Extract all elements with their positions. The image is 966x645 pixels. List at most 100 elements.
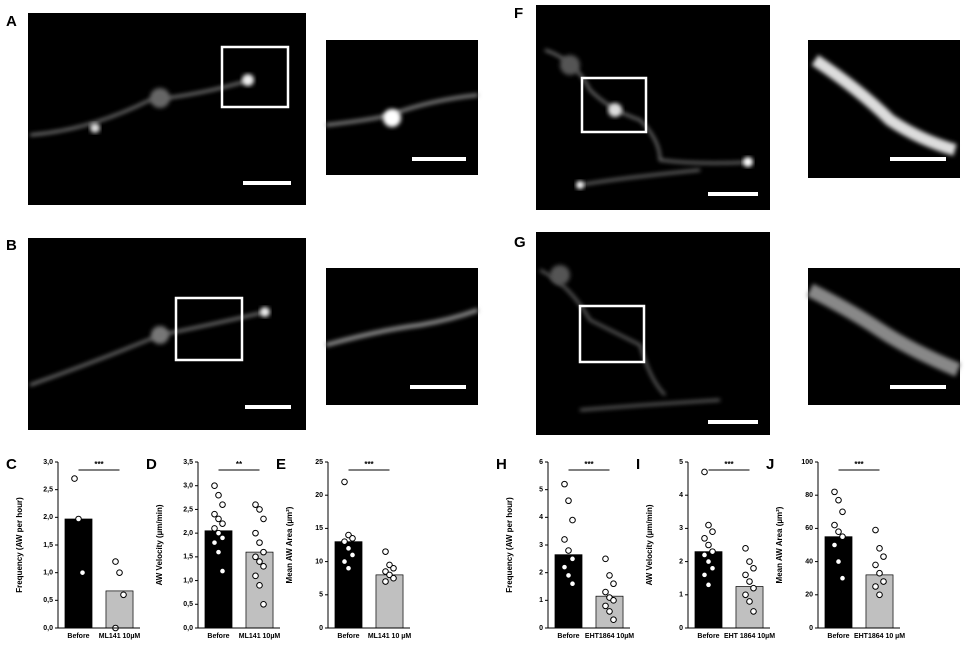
y-tick-label: 80 bbox=[805, 492, 813, 499]
data-point bbox=[215, 529, 222, 537]
bar bbox=[865, 574, 894, 629]
data-point bbox=[256, 558, 263, 565]
significance-label: *** bbox=[724, 460, 734, 469]
data-point bbox=[880, 553, 887, 560]
x-tick-label: EHT1864 10 µM bbox=[854, 633, 905, 640]
panel-label: C bbox=[6, 456, 17, 473]
y-tick-label: 20 bbox=[315, 492, 323, 499]
y-tick-label: 0 bbox=[539, 625, 543, 632]
y-tick-label: 15 bbox=[315, 525, 323, 532]
inset-a bbox=[325, 40, 479, 175]
data-point bbox=[252, 572, 259, 580]
y-axis-label: AW Velocity (µm/min) bbox=[155, 504, 164, 585]
data-point bbox=[750, 608, 757, 615]
y-axis-label: AW Velocity (µm/min) bbox=[645, 504, 654, 585]
data-point bbox=[390, 564, 397, 572]
data-point bbox=[215, 515, 222, 523]
y-tick-label: 2,5 bbox=[183, 506, 193, 513]
y-tick-label: 0,0 bbox=[183, 625, 193, 632]
panel-label: I bbox=[636, 456, 640, 473]
y-tick-label: 1 bbox=[539, 597, 543, 604]
y-tick-label: 0 bbox=[809, 625, 813, 632]
micrograph-a bbox=[28, 13, 306, 205]
data-point bbox=[876, 569, 883, 577]
y-tick-label: 0,5 bbox=[183, 601, 193, 608]
data-point bbox=[876, 545, 883, 552]
data-point bbox=[606, 572, 613, 579]
y-tick-label: 10 bbox=[315, 558, 323, 565]
data-point bbox=[701, 468, 708, 476]
significance-label: *** bbox=[94, 460, 104, 469]
y-tick-label: 2,0 bbox=[183, 530, 193, 537]
data-point bbox=[390, 574, 397, 582]
y-axis-label: Mean AW Area (µm²) bbox=[285, 506, 294, 583]
data-point bbox=[835, 528, 842, 536]
data-point bbox=[705, 558, 712, 565]
x-tick-label: Before bbox=[827, 633, 849, 640]
y-tick-label: 0,0 bbox=[43, 625, 53, 632]
bar bbox=[554, 554, 583, 629]
data-point bbox=[341, 478, 348, 486]
panel-label: G bbox=[514, 234, 526, 251]
data-point bbox=[256, 539, 263, 546]
data-point bbox=[345, 545, 352, 552]
data-point bbox=[742, 545, 749, 552]
x-tick-label: Before bbox=[67, 633, 89, 640]
data-point bbox=[705, 541, 712, 549]
data-point bbox=[709, 564, 716, 572]
data-point bbox=[839, 574, 846, 582]
x-tick-label: ML141 10µM bbox=[239, 633, 281, 640]
data-point bbox=[835, 496, 842, 504]
y-axis-label: Frequency (AW per hour) bbox=[505, 497, 514, 593]
data-point bbox=[561, 563, 568, 571]
data-point bbox=[215, 548, 222, 556]
data-point bbox=[382, 548, 389, 555]
data-point bbox=[750, 584, 757, 592]
y-axis-label: Frequency (AW per hour) bbox=[15, 497, 24, 593]
data-point bbox=[606, 608, 613, 615]
significance-label: *** bbox=[854, 460, 864, 469]
data-point bbox=[880, 578, 887, 585]
y-tick-label: 6 bbox=[539, 459, 543, 466]
data-point bbox=[561, 536, 568, 543]
bar bbox=[375, 574, 404, 629]
y-axis-label: Mean AW Area (µm²) bbox=[775, 506, 784, 583]
data-point bbox=[746, 598, 753, 605]
data-point bbox=[742, 591, 749, 599]
inset-g bbox=[806, 268, 961, 405]
data-point bbox=[831, 521, 838, 529]
y-tick-label: 25 bbox=[315, 459, 323, 466]
y-tick-label: 1,5 bbox=[183, 554, 193, 561]
data-point bbox=[831, 488, 838, 496]
bar bbox=[735, 586, 764, 629]
x-tick-label: Before bbox=[557, 633, 579, 640]
data-point bbox=[746, 578, 753, 585]
data-point bbox=[219, 501, 226, 508]
data-point bbox=[211, 525, 218, 532]
panel-label: F bbox=[514, 5, 523, 22]
data-point bbox=[750, 564, 757, 572]
data-point bbox=[256, 506, 263, 513]
data-point bbox=[211, 510, 218, 518]
data-point bbox=[116, 569, 123, 576]
bar bbox=[334, 541, 363, 629]
data-point bbox=[876, 591, 883, 599]
data-point bbox=[345, 564, 352, 572]
data-point bbox=[742, 571, 749, 579]
y-tick-label: 1 bbox=[679, 592, 683, 599]
micrograph-f bbox=[536, 5, 770, 210]
panel-label: A bbox=[6, 13, 17, 30]
data-point bbox=[79, 569, 86, 576]
data-point bbox=[701, 535, 708, 542]
data-point bbox=[120, 591, 127, 599]
data-point bbox=[839, 533, 846, 541]
y-tick-label: 1,0 bbox=[43, 570, 53, 577]
data-point bbox=[260, 548, 267, 556]
data-point bbox=[219, 520, 226, 527]
x-tick-label: Before bbox=[207, 633, 229, 640]
data-point bbox=[602, 602, 609, 610]
data-point bbox=[219, 534, 226, 542]
y-tick-label: 40 bbox=[805, 558, 813, 565]
panel-label: J bbox=[766, 456, 774, 473]
